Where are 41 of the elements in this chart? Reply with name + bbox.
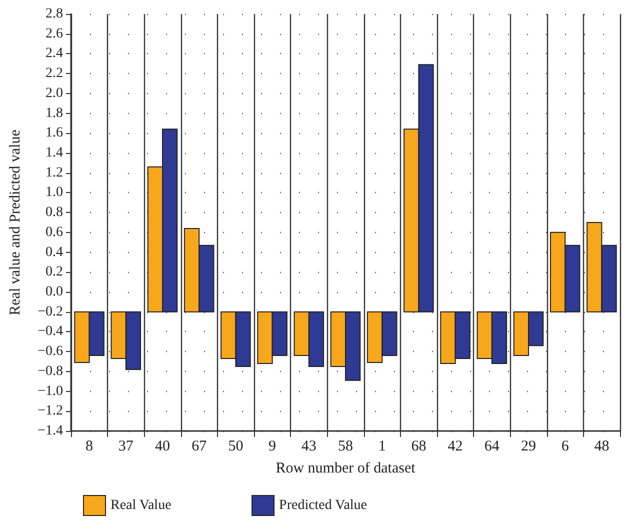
y-tick-label: −0.8: [38, 364, 63, 379]
x-tick-label: 29: [521, 438, 536, 454]
x-axis-title: Row number of dataset: [276, 460, 416, 476]
x-tick-label: 64: [484, 438, 500, 454]
y-tick-label: 0.0: [46, 284, 63, 300]
y-tick-label: 0.6: [46, 224, 63, 240]
x-tick-label: 58: [338, 438, 353, 454]
y-tick-label: 2.6: [46, 26, 63, 42]
y-tick-label: −0.4: [38, 324, 63, 340]
y-tick-label: 2.0: [46, 86, 63, 101]
x-tick-label: 6: [561, 438, 570, 454]
x-tick-label: 48: [594, 438, 610, 454]
y-tick-label: 2.2: [46, 66, 63, 82]
y-tick-label: −0.6: [38, 344, 63, 360]
y-tick-label: 2.8: [46, 6, 63, 22]
y-tick-label: −0.2: [38, 304, 63, 320]
y-axis-title: Real value and Predicted value: [8, 129, 24, 316]
legend-label: Predicted Value: [279, 498, 368, 513]
x-tick-label: 9: [268, 438, 276, 454]
x-tick-label: 1: [378, 438, 386, 454]
x-tick-label: 40: [155, 438, 170, 454]
y-tick-label: 1.0: [46, 185, 63, 200]
x-tick-label: 43: [301, 438, 316, 454]
x-tick-label: 8: [86, 438, 94, 454]
y-tick-label: 2.4: [46, 46, 63, 62]
y-tick-label: −1.4: [38, 424, 63, 438]
y-tick-label: 1.4: [46, 146, 63, 160]
x-tick-label: 50: [228, 438, 244, 454]
y-tick-label: −1.2: [38, 404, 63, 419]
legend-label: Real Value: [110, 498, 172, 513]
x-tick-label: 37: [118, 438, 134, 454]
y-tick-label: 0.4: [46, 244, 63, 260]
y-tick-label: 0.8: [46, 205, 63, 220]
y-tick-label: 1.2: [46, 165, 63, 180]
y-tick-label: 0.2: [46, 264, 63, 280]
y-tick-label: −1.0: [38, 384, 63, 399]
x-tick-label: 67: [192, 438, 208, 454]
x-tick-label: 42: [448, 438, 463, 454]
y-tick-label: 1.6: [46, 126, 63, 141]
y-tick-label: 1.8: [46, 106, 63, 121]
x-tick-label: 68: [411, 438, 426, 454]
